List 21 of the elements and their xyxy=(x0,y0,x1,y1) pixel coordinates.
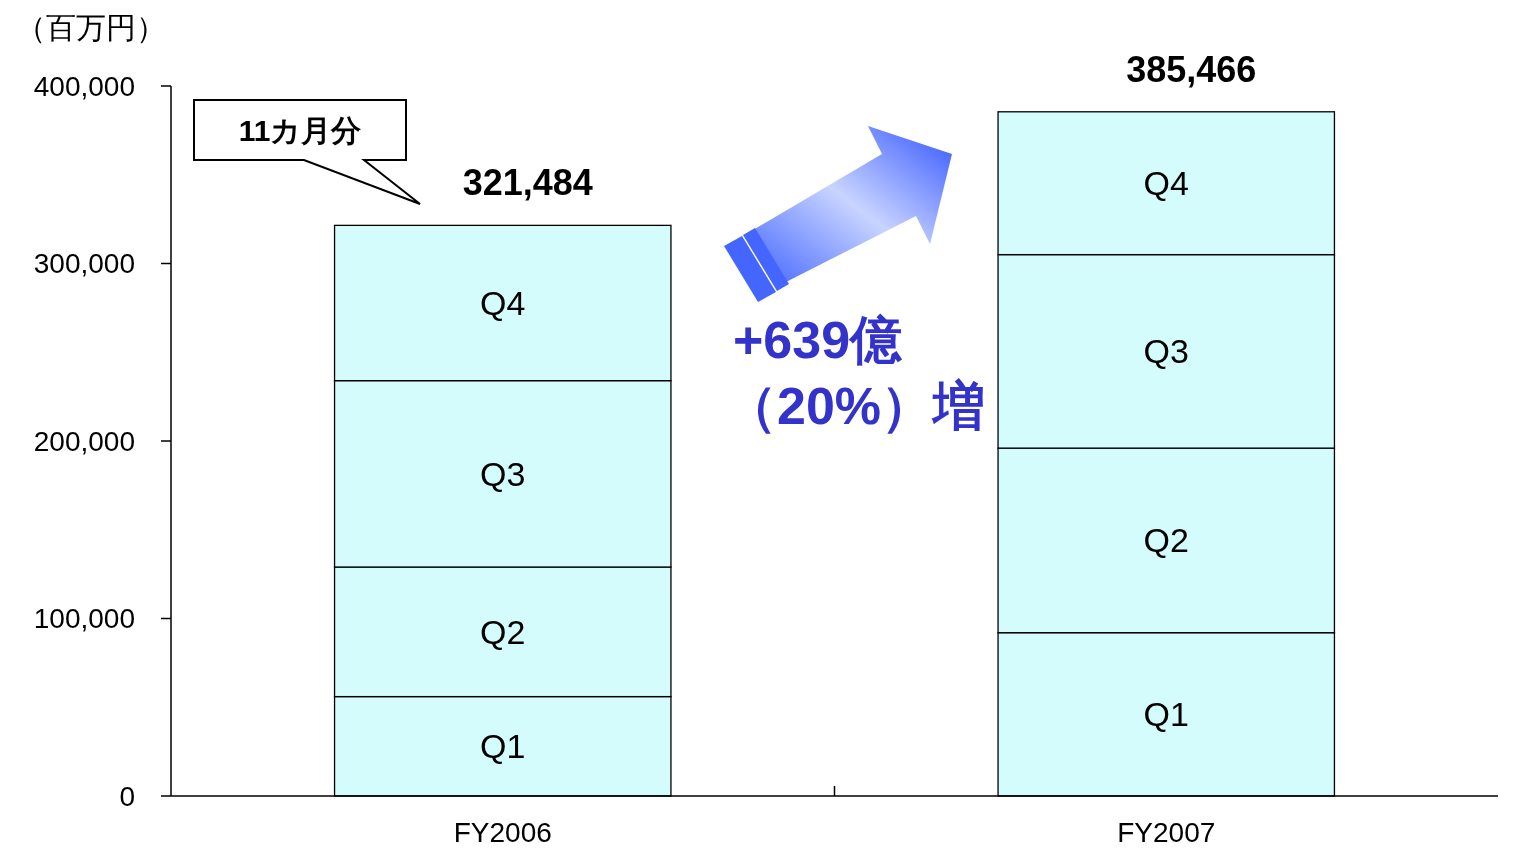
y-tick-label: 0 xyxy=(119,780,135,812)
text: Q1 xyxy=(1143,695,1189,734)
text: Q2 xyxy=(1143,521,1189,560)
y-tick-label: 100,000 xyxy=(33,603,135,635)
series-label: Q4 xyxy=(1143,164,1189,203)
series-label: Q2 xyxy=(480,612,526,651)
y-tick-label: 300,000 xyxy=(33,248,135,280)
x-tick-label: FY2006 xyxy=(453,817,552,848)
x-tick-label: FY2007 xyxy=(1117,817,1216,848)
text: Q4 xyxy=(480,283,526,322)
annotation: （20%）増 xyxy=(725,377,986,435)
y-tick-label: 400,000 xyxy=(33,70,135,102)
text: Q3 xyxy=(1143,332,1189,371)
total-label: 321,484 xyxy=(462,162,593,204)
y-axis-title: （百万円） xyxy=(16,11,166,44)
annotation: +639億 xyxy=(733,311,904,369)
annotation: 11カ月分 xyxy=(238,113,362,147)
y-tick-label: 200,000 xyxy=(33,425,135,457)
series-label: Q1 xyxy=(480,727,526,766)
total-label: 385,466 xyxy=(1126,48,1257,90)
series-label: Q3 xyxy=(480,454,526,493)
